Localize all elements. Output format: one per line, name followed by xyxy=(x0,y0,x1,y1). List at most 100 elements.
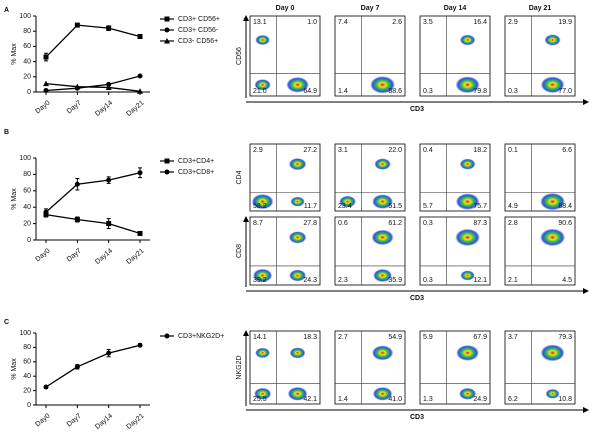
point xyxy=(137,170,143,176)
point xyxy=(74,22,80,28)
cell-population xyxy=(373,268,392,283)
quadrant-value: 13.1 xyxy=(253,19,267,26)
quadrant-value: 61.2 xyxy=(388,220,402,227)
quadrant-value: 3.1 xyxy=(338,147,348,154)
cell-population xyxy=(371,229,394,246)
legend-label: CD3+CD8+ xyxy=(178,169,214,176)
row-label: CD8 xyxy=(236,244,243,258)
quadrant-value: 0.3 xyxy=(423,88,433,95)
quadrant-value: 24.3 xyxy=(303,277,317,284)
series-line xyxy=(45,344,141,388)
plot-frame xyxy=(419,330,491,405)
point xyxy=(137,73,143,79)
plot-frame xyxy=(504,15,576,97)
row-label: NKG2D xyxy=(236,355,243,379)
cell-population xyxy=(254,387,272,400)
row-label: CD56 xyxy=(236,47,243,65)
quadrant-value: 7.4 xyxy=(338,19,348,26)
y-tick-label: 60 xyxy=(23,188,31,195)
cell-population xyxy=(540,228,566,247)
y-tick-label: 60 xyxy=(23,359,31,366)
column-header: Day 0 xyxy=(276,5,295,12)
y-tick-label: 20 xyxy=(23,387,31,394)
quadrant-value: 18.2 xyxy=(473,147,487,154)
quadrant-value: 1.3 xyxy=(423,396,433,403)
point xyxy=(106,25,112,31)
cell-population xyxy=(540,344,565,362)
point xyxy=(43,209,49,215)
quadrant-value: 27.8 xyxy=(303,220,317,227)
plot-frame xyxy=(419,143,491,212)
quadrant-value: 5.9 xyxy=(423,334,433,341)
cell-population xyxy=(540,76,565,94)
quadrant-value: 35.9 xyxy=(388,277,402,284)
point xyxy=(74,181,80,187)
x-tick-label: Day21 xyxy=(125,248,145,266)
plot-frame xyxy=(334,216,406,286)
plot-frame xyxy=(334,330,406,405)
x-tick-label: Day21 xyxy=(125,413,145,431)
legend-marker xyxy=(164,27,170,33)
point xyxy=(106,81,112,87)
cell-population xyxy=(545,388,560,399)
legend-marker xyxy=(164,333,170,339)
quadrant-value: 2.6 xyxy=(392,19,402,26)
y-tick-label: 80 xyxy=(23,28,31,35)
quadrant-value: 11.7 xyxy=(304,203,317,210)
x-tick-label: Day0 xyxy=(34,248,51,264)
cell-population xyxy=(290,196,305,207)
quadrant-value: 42.1 xyxy=(303,396,317,403)
plot-frame xyxy=(419,216,491,286)
y-tick-label: 40 xyxy=(23,204,31,211)
series-line xyxy=(45,172,141,213)
quadrant-value: 67.9 xyxy=(473,334,487,341)
cell-population xyxy=(286,76,309,93)
quadrant-value: 16.4 xyxy=(473,19,487,26)
x-tick-label: Day7 xyxy=(66,413,83,429)
cell-population xyxy=(370,76,396,94)
quadrant-value: 2.8 xyxy=(508,220,518,227)
series-line xyxy=(45,82,141,92)
y-tick-label: 0 xyxy=(27,89,31,96)
cell-population xyxy=(255,34,270,46)
quadrant-value: 3.7 xyxy=(508,334,518,341)
x-tick-label: Day0 xyxy=(34,413,51,429)
cell-population xyxy=(288,231,307,244)
point xyxy=(137,342,143,348)
quadrant-value: 0.1 xyxy=(508,147,518,154)
cell-population xyxy=(460,270,475,281)
point xyxy=(43,54,49,60)
quadrant-value: 1.4 xyxy=(338,88,348,95)
legend-label: CD3+ CD56- xyxy=(178,27,219,34)
quadrant-value: 75.7 xyxy=(473,203,487,210)
quadrant-value: 19.9 xyxy=(558,19,572,26)
cell-population xyxy=(455,193,480,210)
x-tick-label: Day0 xyxy=(34,100,51,116)
legend-label: CD3- CD56+ xyxy=(178,38,218,45)
quadrant-value: 23.4 xyxy=(338,203,352,210)
plot-frame xyxy=(504,216,576,286)
cell-population xyxy=(459,387,477,400)
series-line xyxy=(45,213,141,235)
quadrant-value: 64.9 xyxy=(303,88,317,95)
quadrant-value: 27.2 xyxy=(303,147,317,154)
point xyxy=(105,84,112,90)
row-label: CD4 xyxy=(236,170,243,184)
quadrant-value: 25.5 xyxy=(253,396,267,403)
point xyxy=(74,364,80,370)
quadrant-value: 0.4 xyxy=(423,147,433,154)
cell-population xyxy=(252,268,273,283)
point xyxy=(74,83,81,90)
point xyxy=(137,230,143,236)
cell-population xyxy=(287,386,308,401)
quadrant-value: 3.5 xyxy=(423,19,433,26)
quadrant-value: 21.0 xyxy=(253,88,267,95)
quadrant-value: 54.9 xyxy=(388,334,402,341)
point xyxy=(106,177,112,183)
quadrant-value: 22.0 xyxy=(388,147,402,154)
quadrant-value: 12.1 xyxy=(473,277,487,284)
y-tick-label: 0 xyxy=(27,237,31,244)
y-tick-label: 0 xyxy=(27,402,31,409)
quadrant-value: 1.0 xyxy=(307,19,317,26)
